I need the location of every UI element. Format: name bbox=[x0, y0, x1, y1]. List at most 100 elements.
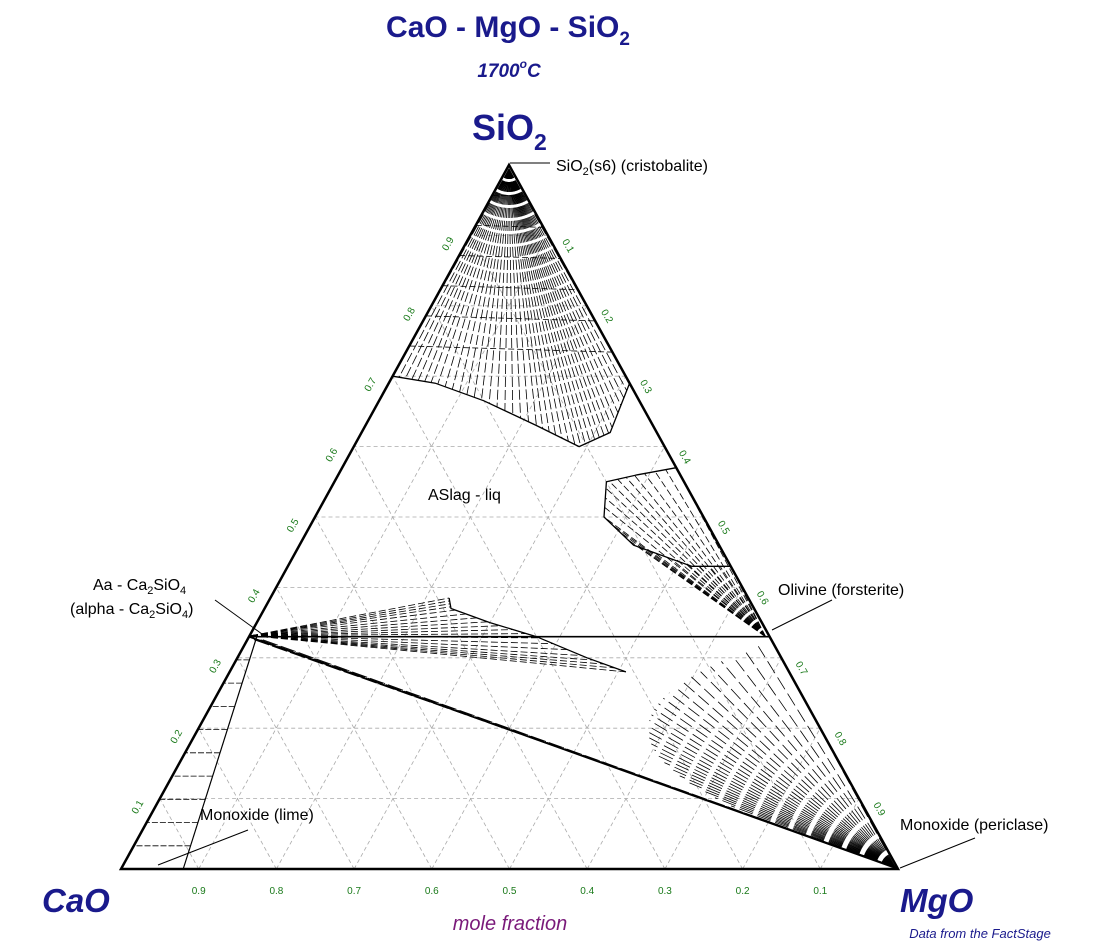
tie-line-c2s-mgo bbox=[651, 714, 896, 868]
tie-line-silica-cross bbox=[425, 315, 596, 322]
alpha-sub1: 2 bbox=[149, 609, 155, 621]
tie-line-c2s bbox=[250, 629, 514, 637]
grid-line-mgo bbox=[276, 305, 588, 870]
grid-line-mgo bbox=[742, 728, 821, 870]
tie-line-olivine bbox=[670, 558, 766, 638]
boundary-lime-limit bbox=[182, 636, 258, 870]
grid-lines bbox=[159, 234, 860, 870]
cristobalite-sub: 2 bbox=[583, 166, 589, 178]
tick-right: 0.1 bbox=[559, 237, 576, 255]
boundary-c2s-liquidus bbox=[448, 597, 627, 673]
tie-line-silica bbox=[459, 168, 510, 393]
tick-right: 0.6 bbox=[754, 589, 771, 607]
tie-line-olivine bbox=[625, 477, 766, 637]
tie-line-c2s bbox=[250, 635, 626, 673]
tick-left: 0.5 bbox=[285, 517, 302, 535]
tie-line-c2s-mgo bbox=[720, 661, 896, 868]
tie-line-silica bbox=[508, 168, 605, 436]
alpha-a: (alpha - Ca bbox=[70, 601, 149, 618]
tie-line-c2s-band bbox=[262, 639, 899, 869]
tie-line-silica bbox=[508, 168, 613, 428]
grid-line-mgo bbox=[664, 657, 782, 870]
tie-line-silica bbox=[424, 168, 510, 382]
chart-subtitle: 1700oC bbox=[477, 57, 541, 82]
tie-line-c2s-mgo bbox=[649, 720, 896, 868]
aa-a: Aa - Ca bbox=[93, 577, 147, 594]
tie-line-silica bbox=[508, 168, 600, 438]
tie-line-c2s bbox=[250, 597, 450, 637]
credit-text: Data from the FactStage bbox=[909, 926, 1051, 941]
apex-sio2-sub: 2 bbox=[534, 129, 547, 155]
tie-line-c2s bbox=[250, 625, 501, 637]
chart-title-sub: 2 bbox=[619, 29, 630, 50]
tie-line-silica bbox=[508, 168, 582, 447]
tick-left: 0.6 bbox=[324, 446, 341, 464]
tie-line-c2s-mgo bbox=[648, 731, 896, 868]
tie-line-olivine bbox=[605, 497, 766, 638]
tie-line-silica bbox=[508, 168, 596, 440]
tick-bottom: 0.4 bbox=[580, 886, 594, 897]
leader-olivine bbox=[771, 599, 833, 631]
label-alpha-ca2sio4: (alpha - Ca2SiO4) bbox=[70, 601, 193, 621]
boundary-olivine-liquidus bbox=[603, 467, 731, 567]
chart-title-main: CaO - MgO - SiO bbox=[386, 11, 619, 44]
tie-line-olivine bbox=[709, 566, 766, 637]
tie-line-c2s bbox=[250, 635, 568, 650]
tie-line-c2s-mgo bbox=[679, 775, 896, 868]
aa-b: SiO bbox=[153, 577, 180, 594]
tie-line-silica-cross bbox=[442, 285, 578, 291]
tie-line-c2s-mgo bbox=[682, 681, 896, 868]
leader-monoxide-periclase bbox=[899, 837, 976, 869]
tie-line-c2s-mgo bbox=[664, 762, 896, 868]
alpha-c: ) bbox=[188, 601, 193, 618]
tie-line-c2s-mgo bbox=[691, 676, 896, 868]
tie-line-silica-cross bbox=[492, 194, 527, 197]
tie-line-c2s-mgo bbox=[701, 789, 896, 868]
tick-left: 0.8 bbox=[402, 305, 419, 323]
tick-bottom: 0.1 bbox=[813, 886, 827, 897]
boundary-silica-liquidus bbox=[392, 375, 631, 448]
tie-line-olivine bbox=[686, 564, 766, 637]
grid-line-cao bbox=[159, 798, 200, 870]
grid-line-cao bbox=[392, 376, 666, 870]
tie-line-silica bbox=[508, 168, 544, 429]
tie-line-silica bbox=[508, 168, 529, 422]
tie-line-c2s-mgo bbox=[649, 737, 896, 868]
tie-line-c2s-mgo bbox=[744, 651, 896, 868]
label-monoxide-lime: Monoxide (lime) bbox=[200, 807, 314, 824]
tie-line-olivine bbox=[604, 507, 766, 638]
cristobalite-a: SiO bbox=[556, 158, 583, 175]
tick-labels: 0.1 0.1 0.9 0.2 0.2 0.8 0.3 0.3 0.7 0.4 0.4 0.6 0.5 0… bbox=[130, 235, 887, 897]
tie-line-silica bbox=[411, 168, 510, 380]
aa-sub1: 2 bbox=[147, 585, 153, 597]
tie-line-silica bbox=[508, 168, 569, 442]
label-monoxide-periclase: Monoxide (periclase) bbox=[900, 817, 1049, 834]
tie-line-c2s-mgo bbox=[757, 646, 896, 868]
tie-line-olivine bbox=[719, 566, 766, 637]
tie-line-c2s bbox=[250, 613, 467, 637]
tick-right: 0.3 bbox=[637, 378, 654, 396]
tie-line-silica bbox=[508, 168, 514, 415]
tick-right: 0.8 bbox=[832, 730, 849, 748]
grid-line-cao bbox=[237, 657, 355, 870]
tie-line-c2s-mgo bbox=[654, 749, 896, 868]
tie-line-c2s-mgo bbox=[651, 743, 896, 868]
tie-line-silica-cross bbox=[459, 255, 561, 259]
tie-line-silica bbox=[508, 168, 556, 436]
tie-line-c2s-mgo bbox=[732, 656, 896, 868]
tie-line-c2s-mgo bbox=[658, 703, 896, 868]
grid-line-cao bbox=[431, 305, 743, 870]
tie-line-silica bbox=[508, 168, 591, 442]
corner-cao-label: CaO bbox=[42, 882, 110, 919]
tie-line-c2s bbox=[250, 635, 605, 665]
tie-line-c2s bbox=[250, 606, 451, 637]
tie-line-silica bbox=[481, 168, 510, 401]
tie-line-c2s-mgo bbox=[689, 782, 896, 868]
tick-left: 0.3 bbox=[208, 657, 225, 675]
tie-line-silica-cross bbox=[475, 224, 544, 228]
tick-left: 0.9 bbox=[440, 235, 457, 253]
tie-line-c2s-mgo bbox=[700, 671, 896, 868]
tie-line-olivine bbox=[665, 469, 766, 637]
tie-line-olivine bbox=[611, 524, 766, 638]
